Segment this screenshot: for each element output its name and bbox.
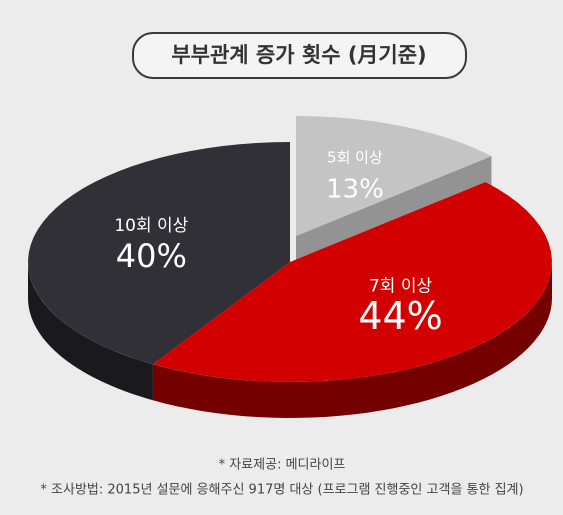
pie-slice — [296, 116, 492, 236]
value-label: 13% — [326, 174, 384, 204]
pie-slice — [28, 142, 290, 365]
chart-title: 부부관계 증가 횟수 (月기준) — [171, 43, 426, 67]
pie-slice — [152, 182, 552, 382]
title-box — [132, 32, 467, 79]
note: * 자료제공: 메디라이프 — [219, 458, 346, 473]
category-label: 5회 이상 — [327, 148, 383, 166]
category-label: 10회 이상 — [114, 216, 188, 236]
value-label: 44% — [358, 294, 442, 338]
category-label: 7회 이상 — [369, 276, 432, 296]
value-label: 40% — [116, 237, 187, 275]
slice-side — [152, 262, 552, 418]
note: * 조사방법: 2015년 설문에 응해주신 917명 대상 (프로그램 진행중… — [40, 482, 523, 498]
slice-side — [28, 262, 153, 401]
